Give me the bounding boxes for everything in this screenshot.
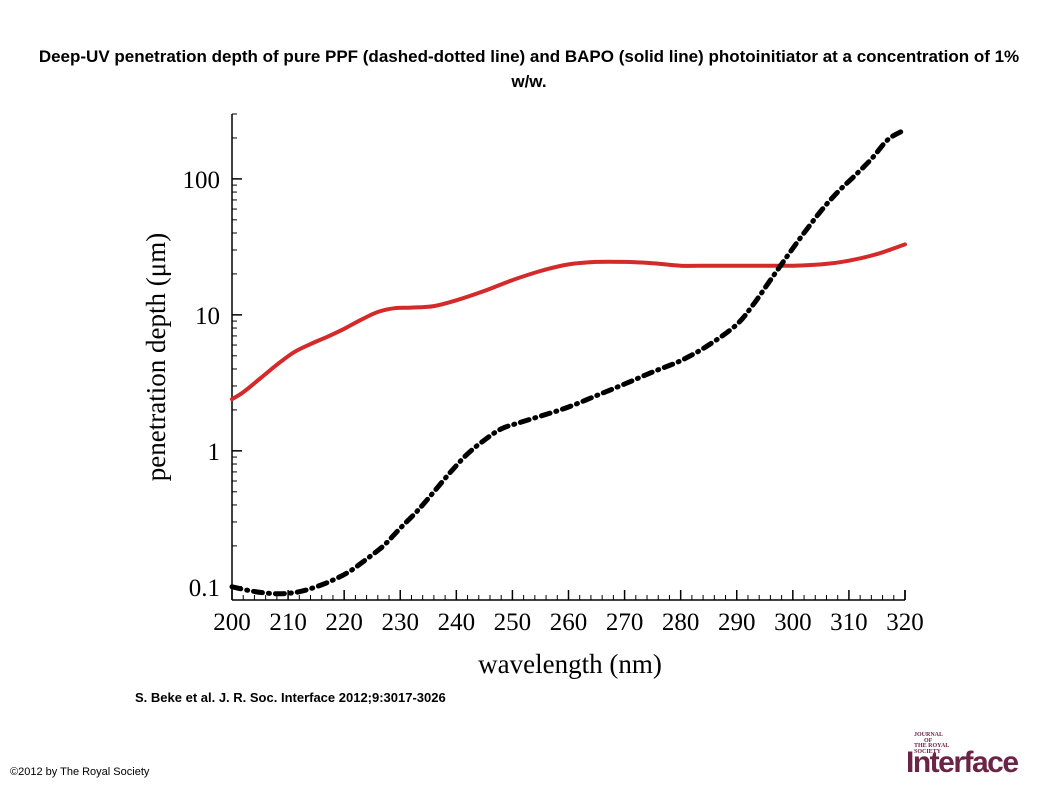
y-tick-label: 1 [208,439,221,466]
x-ticks: 200 210 220 230 240 250 260 270 280 290 300 310 320 [213,590,924,636]
x-tick-label: 220 [325,609,363,636]
plot-area [231,114,906,601]
series-line-solid [230,242,907,402]
journal-logo: JOURNAL OF THE ROYAL SOCIETY Interface [904,732,1019,782]
logo-line-4: SOCIETY [914,749,942,755]
series-line-dashdot [229,127,908,597]
logo-main: Interface [906,746,1019,779]
figure-title: Deep-UV penetration depth of pure PPF (d… [38,47,1020,91]
x-tick-label: 260 [550,609,588,636]
x-tick-label: 270 [606,609,644,636]
y-tick-label: 0.1 [189,575,220,602]
x-tick-label: 210 [269,609,307,636]
x-tick-label: 230 [382,609,420,636]
y-tick-label: 100 [183,167,221,194]
copyright: ©2012 by The Royal Society [10,766,150,778]
x-tick-label: 300 [774,609,812,636]
y-tick-label: 10 [195,303,220,330]
citation: S. Beke et al. J. R. Soc. Interface 2012… [135,690,446,705]
x-tick-label: 280 [662,609,700,636]
x-tick-label: 250 [494,609,532,636]
x-tick-label: 290 [718,609,756,636]
x-tick-label: 240 [438,609,476,636]
logo-line-3: THE ROYAL [914,743,950,749]
x-tick-label: 320 [886,609,924,636]
y-axis-label: penetration depth (μm) [141,233,171,481]
x-tick-label: 310 [830,609,868,636]
logo-line-2: OF [924,738,933,744]
x-tick-label: 200 [213,609,251,636]
x-axis-label: wavelength (nm) [478,649,662,679]
logo-line-1: JOURNAL [914,732,944,738]
series-group [229,127,908,597]
y-ticks: 0.1 1 10 100 [183,113,242,602]
